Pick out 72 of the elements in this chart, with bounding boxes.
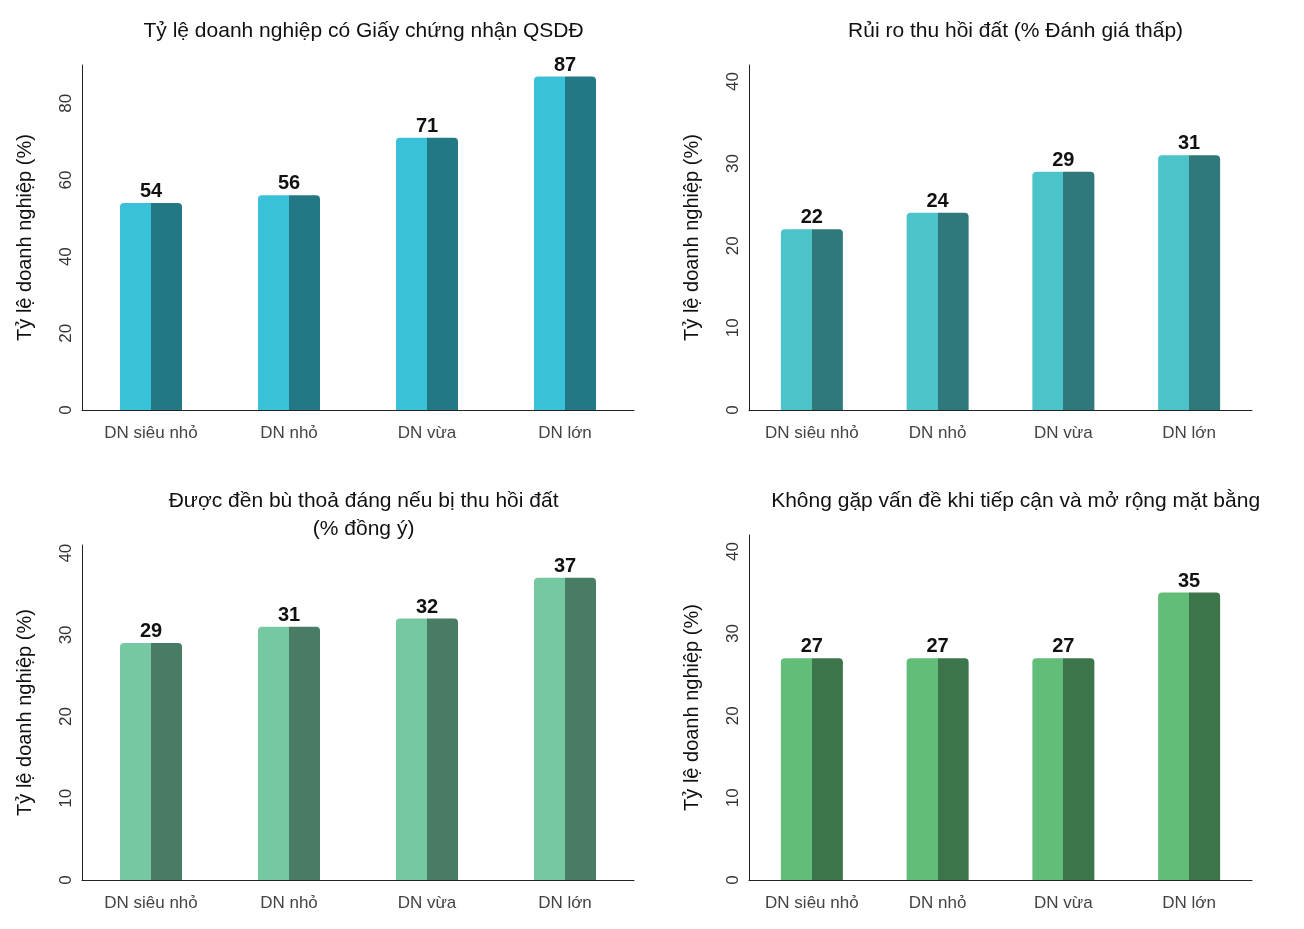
bar [780,229,843,410]
bar [258,195,320,410]
bar [534,76,596,410]
bar [120,203,182,410]
bar [906,212,969,410]
data-label: 32 [415,594,439,617]
y-axis-title: Tỷ lệ doanh nghiệp (%) [680,134,702,341]
y-tick-label: 40 [56,543,75,563]
y-tick-label: 0 [723,405,742,415]
y-axis-title: Tỷ lệ doanh nghiệp (%) [13,609,35,816]
y-tick-label: 10 [723,788,742,808]
data-label: 37 [553,553,577,576]
data-label: 31 [1178,131,1201,154]
y-tick-label: 10 [723,318,742,338]
y-tick-label: 30 [723,154,742,174]
x-tick-label: DN vừa [397,423,457,442]
x-tick-label: DN nhỏ [260,423,318,442]
bar [120,643,182,880]
data-label: 29 [139,619,163,642]
x-tick-label: DN vừa [1034,423,1094,442]
chart-title: Tỷ lệ doanh nghiệp có Giấy chứng nhận QSDĐ [143,17,584,41]
y-tick-label: 10 [56,788,75,808]
y-tick-label: 20 [56,707,75,727]
chart-title: Không gặp vấn đề khi tiếp cận và mở rộng mặt bằng [771,487,1261,511]
data-label: 24 [926,188,950,211]
x-tick-label: DN vừa [397,893,457,912]
x-tick-label: DN lớn [1162,893,1216,912]
x-tick-label: DN siêu nhỏ [104,423,198,442]
x-tick-label: DN nhỏ [908,893,967,912]
bar [1158,155,1221,410]
data-label: 54 [139,179,163,201]
y-tick-label: 20 [723,236,742,256]
data-label: 56 [277,171,301,194]
y-axis-title: Tỷ lệ doanh nghiệp (%) [680,604,702,811]
y-axis-title: Tỷ lệ doanh nghiệp (%) [13,134,35,341]
bar [1032,171,1095,410]
x-tick-label: DN lớn [538,423,592,442]
x-tick-label: DN nhỏ [260,893,318,912]
x-tick-label: DN siêu nhỏ [765,423,859,442]
x-tick-label: DN nhỏ [908,423,967,442]
y-tick-label: 40 [723,71,742,91]
y-tick-label: 40 [56,247,75,267]
data-label: 31 [277,602,301,625]
data-label: 71 [415,113,439,136]
x-tick-label: DN siêu nhỏ [104,893,198,912]
y-tick-label: 30 [56,625,75,645]
y-tick-label: 0 [56,405,75,415]
data-label: 27 [800,634,823,657]
data-label: 27 [1052,634,1075,657]
chart-title: Được đền bù thoả đáng nếu bị thu hồi đất (% đồng ý) [168,487,559,539]
y-tick-label: 40 [723,541,742,561]
y-tick-label: 80 [56,93,75,113]
y-tick-label: 20 [56,323,75,343]
data-label: 87 [553,52,577,75]
bar [396,618,458,880]
bar [534,577,596,880]
bar [258,626,320,880]
chart-title: Rủi ro thu hồi đất (% Đánh giá thấp) [848,17,1184,41]
y-tick-label: 0 [56,875,75,885]
data-label: 29 [1052,147,1075,170]
data-label: 35 [1178,568,1201,591]
y-tick-label: 60 [56,170,75,190]
y-tick-label: 0 [723,875,742,885]
y-tick-label: 30 [723,624,742,644]
x-tick-label: DN lớn [1162,423,1216,442]
x-tick-label: DN siêu nhỏ [765,893,859,912]
x-tick-label: DN vừa [1034,893,1094,912]
bar [396,137,458,410]
y-tick-label: 20 [723,706,742,726]
data-label: 27 [926,634,949,657]
data-label: 22 [800,205,823,228]
x-tick-label: DN lớn [538,893,592,912]
